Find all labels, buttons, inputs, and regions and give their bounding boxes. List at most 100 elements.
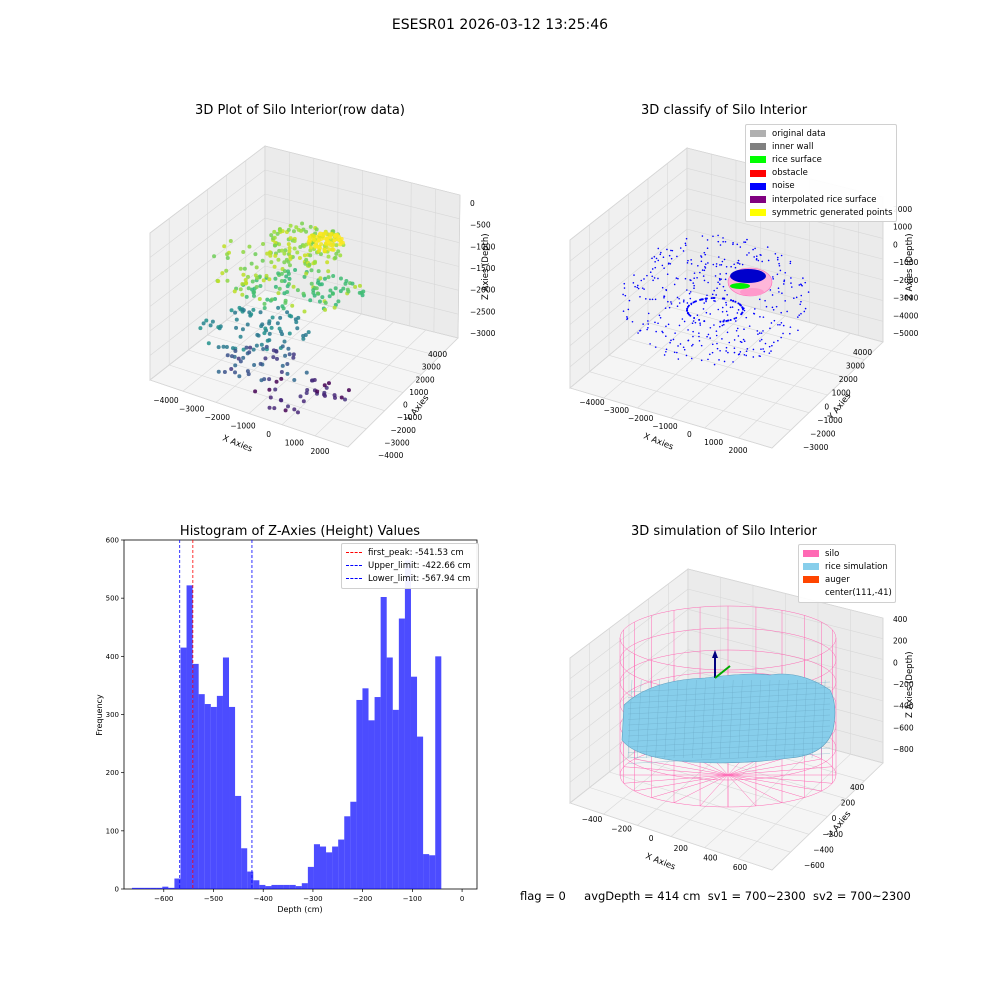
data-point — [201, 321, 206, 326]
classify-3d-plot: −4000−3000−2000−100001000200040003000200… — [569, 147, 919, 455]
noise-point — [702, 308, 705, 310]
raw-z-axis-label: Z Axies (Depth) — [481, 233, 491, 300]
legend-entry: silo — [803, 547, 891, 560]
z-tick-label: −2000 — [470, 286, 496, 295]
x-tick-label: 600 — [733, 863, 748, 872]
noise-point — [729, 318, 732, 321]
classify-x-axis-label: X Axies — [642, 432, 675, 453]
flag-text: flag = 0 — [520, 889, 566, 903]
data-point — [286, 404, 291, 409]
x-tick-label: −300 — [303, 895, 322, 903]
x-tick-label: −200 — [353, 895, 372, 903]
data-point — [260, 322, 265, 327]
noise-point — [715, 265, 718, 268]
noise-point — [709, 353, 711, 356]
grid-line — [569, 208, 688, 304]
data-point — [269, 233, 274, 238]
legend-line-swatch — [346, 552, 362, 554]
noise-point — [766, 246, 769, 248]
noise-point — [719, 264, 721, 266]
noise-point — [688, 292, 691, 295]
z-tick-label: −2500 — [470, 307, 496, 316]
histogram-bar — [313, 844, 320, 889]
noise-point — [654, 321, 656, 324]
data-point — [225, 252, 230, 257]
grid-line — [314, 329, 427, 437]
noise-point — [776, 273, 779, 276]
noise-point — [692, 330, 694, 333]
noise-point — [746, 238, 748, 241]
noise-point — [757, 259, 760, 262]
noise-point — [700, 256, 703, 258]
noise-point — [660, 251, 662, 254]
noise-point — [778, 262, 780, 265]
noise-point — [690, 279, 692, 282]
data-point — [287, 245, 292, 250]
x-tick-label: 0 — [649, 834, 654, 843]
histogram-bar — [265, 886, 272, 889]
data-point — [332, 238, 337, 243]
mesh-line — [627, 742, 831, 753]
noise-point — [657, 259, 660, 262]
noise-point — [779, 269, 782, 272]
noise-point — [672, 338, 675, 341]
noise-point — [777, 287, 780, 290]
mesh-line — [627, 731, 831, 742]
data-point — [247, 350, 252, 355]
data-point — [269, 260, 274, 265]
x-tick-label: −1000 — [230, 422, 256, 431]
noise-point — [703, 251, 706, 254]
data-point — [307, 238, 312, 243]
noise-point — [756, 330, 759, 332]
z-tick-label: −600 — [893, 723, 914, 732]
histogram-bar — [150, 887, 157, 889]
data-point — [262, 305, 267, 310]
x-tick-label: 1000 — [285, 439, 304, 448]
noise-point — [789, 260, 792, 263]
data-point — [272, 229, 277, 234]
data-point — [290, 303, 295, 308]
histogram-bar — [338, 839, 345, 889]
noise-point — [717, 234, 719, 237]
legend-swatch — [803, 576, 819, 584]
data-point — [301, 291, 306, 296]
noise-point — [737, 309, 740, 311]
noise-point — [790, 277, 792, 279]
data-point — [357, 283, 362, 288]
data-point — [267, 377, 272, 382]
grid-line — [569, 629, 689, 721]
noise-point — [715, 334, 718, 337]
data-point — [292, 407, 297, 412]
noise-point — [743, 340, 746, 343]
histogram-bar — [144, 887, 151, 889]
noise-point — [802, 277, 804, 279]
data-point — [287, 352, 292, 357]
histogram-bar — [301, 883, 308, 889]
legend-label: first_peak: -541.53 cm — [368, 547, 464, 558]
data-point — [327, 247, 332, 252]
legend-entry: center(111,-41) — [803, 587, 892, 600]
silo-floor-spoke — [727, 758, 822, 776]
data-point — [318, 276, 323, 281]
data-point — [264, 273, 269, 278]
data-point — [256, 333, 261, 338]
noise-point — [657, 322, 659, 325]
y-tick-label: −600 — [804, 861, 825, 870]
sv2-text: sv2 = 700~2300 — [812, 889, 911, 903]
noise-point — [762, 348, 764, 350]
silo-floor-spoke — [727, 774, 822, 792]
noise-point — [770, 322, 773, 324]
data-point — [220, 271, 225, 276]
z-tick-label: −1500 — [470, 264, 496, 273]
noise-point — [690, 302, 693, 305]
noise-point — [782, 283, 785, 285]
noise-point — [721, 310, 724, 313]
noise-point — [736, 312, 739, 314]
data-point — [229, 308, 234, 313]
noise-point — [684, 244, 687, 247]
noise-point — [718, 359, 720, 361]
noise-point — [692, 282, 695, 284]
noise-point — [771, 306, 774, 309]
mesh-line — [802, 679, 807, 759]
data-point — [346, 388, 351, 393]
